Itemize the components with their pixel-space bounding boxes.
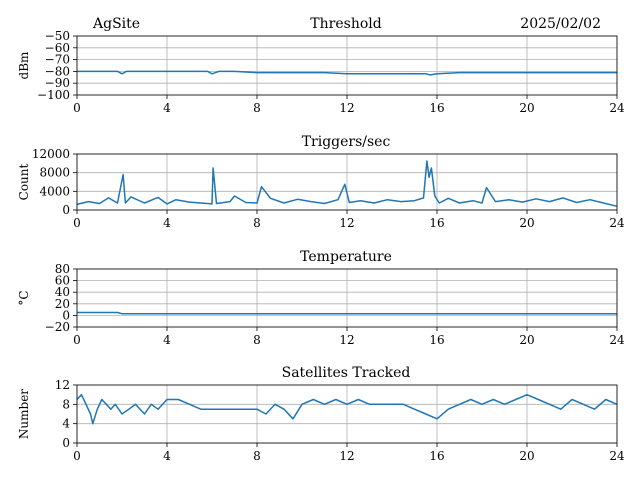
satellites-ytick-label: 12 [55, 378, 70, 392]
threshold-series-line [77, 70, 617, 76]
panel-satellites: 0 4 8 12 16 20 24 0 4 8 12 Satellites Tracked Number [17, 365, 625, 463]
satellites-ytick-label: 8 [62, 397, 70, 411]
threshold-ytick-label: −50 [45, 29, 70, 43]
temperature-xtick-label: 24 [609, 333, 625, 347]
triggers-ylabel: Count [17, 163, 31, 200]
threshold-ytick-label: −90 [45, 76, 70, 90]
satellites-xtick-label: 4 [163, 449, 171, 463]
triggers-xtick-label: 20 [519, 216, 534, 230]
satellites-xtick-label: 12 [339, 449, 354, 463]
triggers-ytick-label: 8000 [39, 166, 70, 180]
triggers-xtick-label: 8 [253, 216, 261, 230]
triggers-xtick-label: 12 [339, 216, 354, 230]
triggers-xtick-label: 16 [429, 216, 444, 230]
satellites-xtick-label: 8 [253, 449, 261, 463]
site-label: AgSite [92, 16, 140, 32]
temperature-xtick-label: 4 [163, 333, 171, 347]
temperature-ytick-label: 20 [55, 297, 70, 311]
temperature-xtick-label: 16 [429, 333, 444, 347]
temperature-ytick-label: 0 [62, 308, 70, 322]
satellites-xtick-label: 0 [73, 449, 81, 463]
triggers-xtick-label: 24 [609, 216, 625, 230]
threshold-xtick-label: 16 [429, 101, 444, 115]
satellites-xtick-label: 16 [429, 449, 444, 463]
triggers-ytick-label: 4000 [39, 184, 70, 198]
temperature-ylabel: °C [17, 290, 31, 305]
threshold-ytick-label: −100 [37, 88, 70, 102]
triggers-xtick-label: 0 [73, 216, 81, 230]
panel-threshold: 0 4 8 12 16 20 24 −100−90−80−70−60−50 Threshold d… [17, 16, 625, 115]
satellites-ytick-label: 0 [62, 436, 70, 450]
satellites-ytick-label: 4 [62, 417, 70, 431]
triggers-ytick-label: 0 [62, 203, 70, 217]
triggers-title: Triggers/sec [302, 134, 391, 150]
threshold-ytick-label: −80 [45, 64, 70, 78]
temperature-xtick-label: 8 [253, 333, 261, 347]
triggers-ytick-label: 12000 [32, 147, 70, 161]
temperature-xtick-label: 12 [339, 333, 354, 347]
threshold-xtick-label: 0 [73, 101, 81, 115]
satellites-title: Satellites Tracked [282, 365, 411, 381]
threshold-xtick-label: 8 [253, 101, 261, 115]
temperature-ytick-label: 80 [55, 262, 70, 276]
threshold-xtick-label: 24 [609, 101, 625, 115]
triggers-xtick-label: 4 [163, 216, 171, 230]
date-label: 2025/02/02 [520, 16, 601, 32]
satellites-series-line [76, 393, 618, 425]
temperature-ytick-label: 40 [55, 285, 70, 299]
threshold-ylabel: dBm [17, 51, 31, 80]
satellites-ylabel: Number [17, 389, 31, 439]
satellites-xtick-label: 20 [519, 449, 534, 463]
triggers-series-line [76, 160, 618, 208]
panel-triggers: 0 4 8 12 16 20 24 0 4000 8000 12000 Triggers/sec Cou… [17, 134, 625, 230]
threshold-xtick-label: 4 [163, 101, 171, 115]
temperature-ytick-label: −20 [45, 320, 70, 334]
temperature-series-line [77, 311, 617, 315]
threshold-ytick-label: −70 [45, 53, 70, 67]
satellites-xtick-label: 24 [609, 449, 625, 463]
temperature-xtick-label: 20 [519, 333, 534, 347]
temperature-ytick-label: 60 [55, 274, 70, 288]
temperature-xtick-label: 0 [73, 333, 81, 347]
threshold-xtick-label: 12 [339, 101, 354, 115]
threshold-xtick-label: 20 [519, 101, 534, 115]
temperature-title: Temperature [300, 249, 392, 265]
threshold-ytick-label: −60 [45, 41, 70, 55]
threshold-title: Threshold [310, 16, 381, 32]
